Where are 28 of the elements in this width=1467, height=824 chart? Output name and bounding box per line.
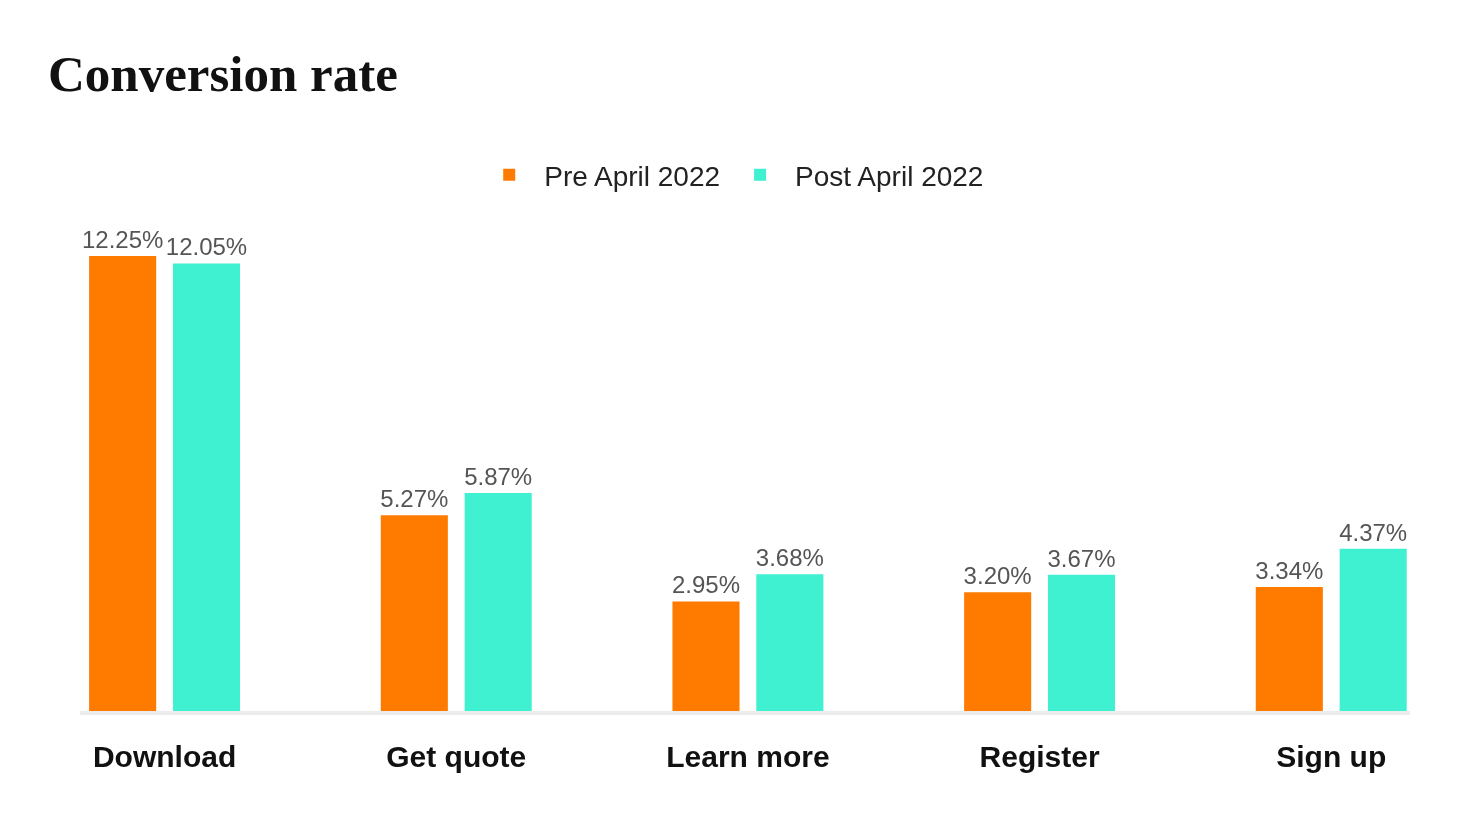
bar xyxy=(756,574,824,711)
bar xyxy=(1047,574,1116,711)
x-tick-label: Learn more xyxy=(666,740,830,773)
data-label: 5.87% xyxy=(464,462,533,490)
bar xyxy=(1255,586,1323,711)
x-tick-label: Get quote xyxy=(386,740,527,773)
legend-label: Post April 2022 xyxy=(795,160,984,192)
x-tick-label: Sign up xyxy=(1276,740,1387,773)
data-label: 3.67% xyxy=(1047,544,1116,572)
data-label: 4.37% xyxy=(1339,518,1408,546)
data-label: 12.25% xyxy=(81,225,164,253)
data-label: 12.05% xyxy=(165,233,248,261)
data-label: 3.68% xyxy=(755,544,824,572)
data-label: 3.34% xyxy=(1255,556,1324,584)
bar xyxy=(172,263,241,711)
bar xyxy=(464,492,532,711)
bar xyxy=(1339,548,1407,711)
chart-title: Conversion rate xyxy=(48,45,398,102)
x-tick-label: Download xyxy=(92,740,237,773)
data-label: 2.95% xyxy=(671,571,741,599)
bar xyxy=(672,601,740,711)
legend-label: Pre April 2022 xyxy=(544,160,721,192)
bar xyxy=(380,515,448,711)
x-tick-label: Register xyxy=(979,740,1100,773)
bar xyxy=(89,255,157,711)
data-label: 5.27% xyxy=(380,485,449,513)
bar xyxy=(964,592,1032,711)
data-label: 3.20% xyxy=(963,562,1032,590)
